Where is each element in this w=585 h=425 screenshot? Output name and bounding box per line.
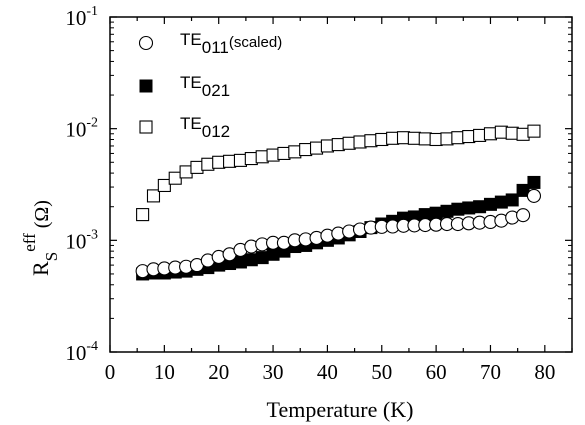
- data-point: [244, 151, 258, 166]
- y-axis-title-main: R: [28, 261, 53, 276]
- legend: TE011(scaled) TE021 TE012: [138, 30, 282, 141]
- legend-marker: [139, 79, 153, 93]
- data-point: [386, 131, 400, 145]
- data-point: [407, 131, 421, 145]
- data-point: [233, 255, 247, 269]
- data-marks: [135, 124, 542, 281]
- x-tick-label: 40: [317, 360, 338, 384]
- data-point: [255, 150, 269, 164]
- data-point: [168, 171, 182, 185]
- data-point: [212, 155, 226, 169]
- data-point: [244, 253, 258, 267]
- data-point: [494, 195, 508, 209]
- legend-entry: TE021: [139, 73, 230, 100]
- series-te011-scaled-: [135, 188, 542, 279]
- data-point: [462, 129, 476, 144]
- data-point: [526, 188, 542, 203]
- data-point: [277, 146, 291, 160]
- x-tick-label: 80: [534, 360, 555, 384]
- y-tick-label: 10-1: [65, 4, 98, 30]
- y-tick-label: 10-4: [65, 339, 98, 365]
- data-point: [396, 131, 411, 145]
- data-point: [157, 178, 171, 193]
- data-point: [179, 165, 193, 179]
- data-point: [527, 175, 541, 189]
- data-point: [516, 183, 530, 197]
- data-point: [320, 139, 334, 153]
- data-point: [462, 201, 476, 215]
- x-tick-label: 10: [154, 360, 175, 384]
- legend-label: TE012: [180, 114, 230, 141]
- data-point: [516, 127, 530, 141]
- tick-labels: 0 10 20 30 40 50 60 70 80 10-4 10-3 10-2 10-1: [65, 4, 555, 384]
- x-axis-title: Temperature (K): [267, 397, 414, 422]
- data-point: [266, 148, 280, 162]
- data-point: [375, 132, 389, 147]
- data-point: [483, 127, 498, 141]
- axis-ticks: [109, 16, 573, 353]
- legend-marker: [138, 35, 154, 51]
- series-te012: [136, 124, 541, 222]
- data-point: [494, 125, 508, 139]
- legend-entry: TE011(scaled): [138, 30, 282, 57]
- legend-marker: [139, 120, 153, 134]
- data-point: [505, 126, 519, 140]
- data-point: [353, 135, 367, 149]
- x-tick-label: 20: [208, 360, 229, 384]
- data-point: [527, 124, 541, 138]
- data-point: [429, 132, 443, 147]
- legend-label: TE021: [180, 73, 230, 100]
- legend-label: TE011(scaled): [180, 30, 282, 57]
- data-point: [440, 204, 454, 218]
- data-point: [429, 206, 443, 220]
- x-tick-label: 0: [105, 360, 116, 384]
- x-tick-label: 70: [480, 360, 501, 384]
- data-point: [516, 208, 531, 223]
- x-tick-label: 60: [426, 360, 447, 384]
- x-tick-label: 50: [371, 360, 392, 384]
- data-point: [233, 153, 247, 167]
- data-point: [331, 138, 345, 152]
- x-tick-label: 30: [263, 360, 284, 384]
- data-point: [255, 251, 269, 265]
- y-axis-title-unit: (Ω): [31, 200, 53, 228]
- data-point: [309, 141, 324, 155]
- data-point: [299, 143, 313, 157]
- svg-text:RSeff(Ω): RSeff (Ω): [20, 200, 61, 276]
- data-point: [288, 145, 302, 159]
- y-tick-label: 10-3: [65, 227, 98, 253]
- legend-entry: TE012: [139, 114, 230, 141]
- y-axis-title: RSeff (Ω): [20, 200, 61, 276]
- data-point: [483, 197, 497, 211]
- data-point: [190, 160, 204, 174]
- data-point: [505, 193, 519, 207]
- data-point: [451, 131, 465, 145]
- data-point: [418, 132, 432, 146]
- data-point: [266, 247, 280, 261]
- y-axis-title-superscript: eff: [20, 233, 39, 252]
- data-point: [364, 134, 378, 148]
- data-point: [473, 200, 487, 214]
- data-point: [451, 202, 465, 216]
- data-point: [136, 208, 150, 222]
- plot-area-frame: [109, 16, 573, 353]
- data-point: [201, 157, 215, 171]
- y-axis-title-subscript: S: [42, 252, 61, 261]
- data-point: [342, 136, 356, 150]
- data-point: [473, 128, 487, 142]
- y-tick-label: 10-2: [65, 116, 98, 142]
- data-point: [440, 132, 454, 146]
- data-point: [223, 154, 237, 168]
- data-point: [146, 189, 161, 203]
